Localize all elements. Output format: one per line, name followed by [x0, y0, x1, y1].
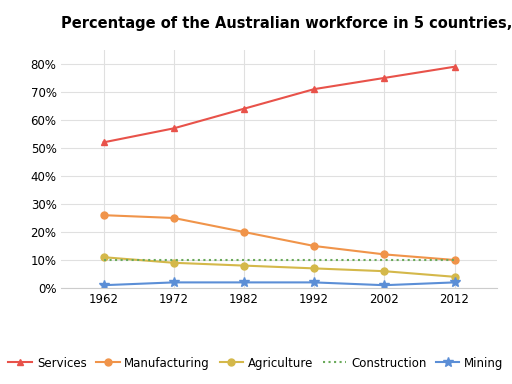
Services — [452, 65, 458, 69]
Manufacturing — [100, 213, 106, 217]
Mining — [100, 283, 106, 288]
Agriculture — [241, 263, 247, 268]
Construction — [381, 258, 388, 262]
Mining — [381, 283, 388, 288]
Line: Services: Services — [100, 63, 458, 146]
Line: Mining: Mining — [99, 278, 459, 290]
Mining — [311, 280, 317, 285]
Construction — [241, 258, 247, 262]
Agriculture — [452, 275, 458, 279]
Construction — [311, 258, 317, 262]
Agriculture — [381, 269, 388, 273]
Construction — [170, 258, 177, 262]
Agriculture — [311, 266, 317, 271]
Services — [170, 126, 177, 131]
Agriculture — [170, 260, 177, 265]
Text: Percentage of the Australian workforce in 5 countries, 1962 - 2012: Percentage of the Australian workforce i… — [61, 16, 512, 31]
Line: Agriculture: Agriculture — [100, 254, 458, 280]
Mining — [241, 280, 247, 285]
Construction — [100, 258, 106, 262]
Mining — [452, 280, 458, 285]
Manufacturing — [241, 230, 247, 234]
Services — [100, 140, 106, 145]
Agriculture — [100, 255, 106, 260]
Manufacturing — [311, 244, 317, 248]
Services — [381, 76, 388, 80]
Manufacturing — [381, 252, 388, 257]
Services — [241, 106, 247, 111]
Mining — [170, 280, 177, 285]
Construction — [452, 258, 458, 262]
Manufacturing — [170, 216, 177, 220]
Services — [311, 87, 317, 91]
Line: Manufacturing: Manufacturing — [100, 212, 458, 263]
Legend: Services, Manufacturing, Agriculture, Construction, Mining: Services, Manufacturing, Agriculture, Co… — [4, 352, 508, 374]
Manufacturing — [452, 258, 458, 262]
